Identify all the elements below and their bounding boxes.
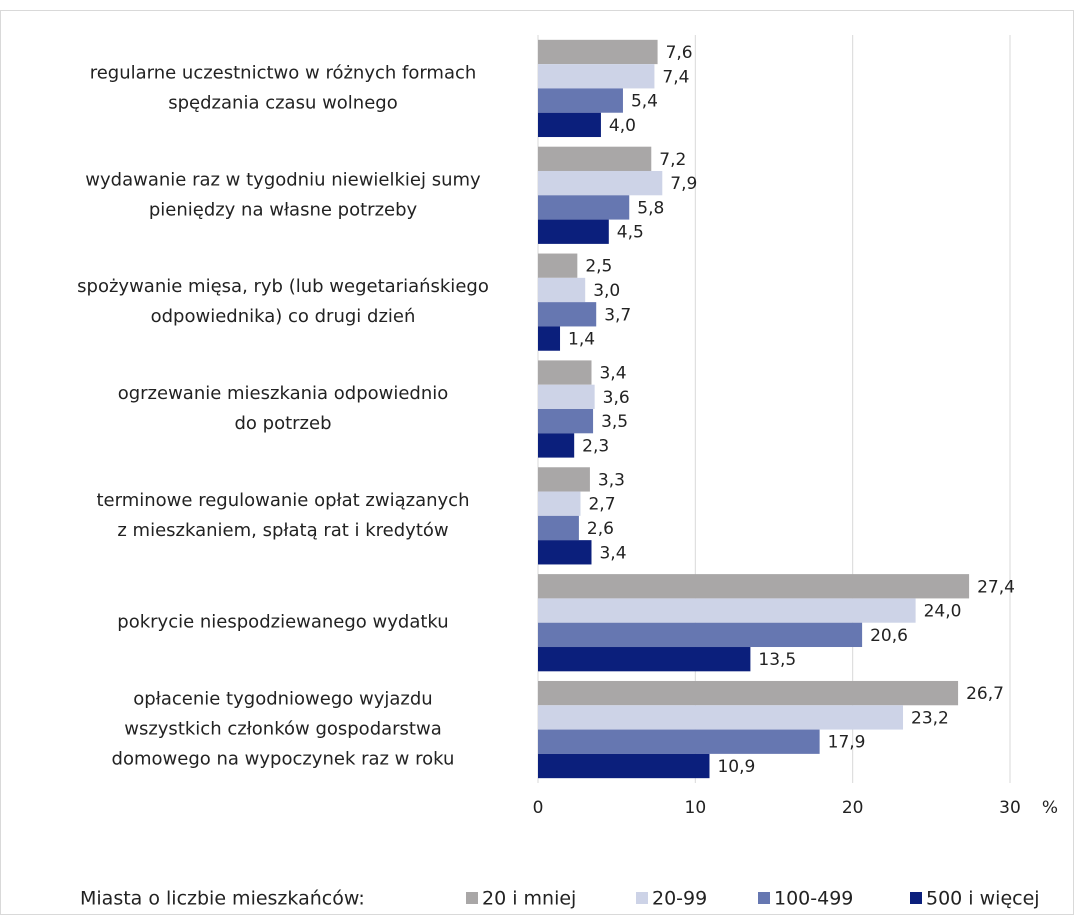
data-label: 23,2 <box>911 708 949 728</box>
data-label: 3,6 <box>603 388 630 408</box>
x-tick-label: 30 <box>999 798 1021 818</box>
data-label: 13,5 <box>758 650 796 670</box>
bar <box>538 302 597 327</box>
x-tick-label: 0 <box>533 798 544 818</box>
legend-label: 500 i więcej <box>926 888 1040 910</box>
bar <box>538 326 561 351</box>
bar <box>538 112 601 138</box>
x-tick-label: 20 <box>842 798 864 818</box>
data-label: 26,7 <box>966 684 1004 704</box>
bar <box>538 409 594 434</box>
y-tick-label: opłacenie tygodniowego wyjazdu wszystkich… <box>112 689 455 770</box>
legend-swatch <box>636 892 648 904</box>
legend-swatch <box>466 892 478 904</box>
data-label: 10,9 <box>717 757 755 777</box>
y-tick-label: regularne uczestnictwo w różnych formach… <box>90 62 477 113</box>
bar <box>538 491 581 516</box>
data-label: 3,5 <box>601 412 628 432</box>
bar <box>538 540 592 565</box>
data-label: 17,9 <box>828 733 866 753</box>
legend-label: 20-99 <box>652 888 707 910</box>
bar <box>538 219 609 244</box>
data-label: 2,3 <box>582 436 609 456</box>
data-label: 2,6 <box>587 519 614 539</box>
bar <box>538 88 623 113</box>
bar <box>538 384 595 409</box>
data-label: 7,9 <box>670 174 697 194</box>
bar <box>538 146 652 171</box>
y-tick-label: spożywanie mięsa, ryb (lub wegetariański… <box>77 276 489 327</box>
bar <box>538 433 575 458</box>
legend-swatch <box>758 892 770 904</box>
data-label: 3,0 <box>593 281 620 301</box>
bar <box>538 598 916 623</box>
data-label: 7,6 <box>666 43 693 63</box>
bar <box>538 705 904 730</box>
x-axis-label: % <box>1042 798 1058 818</box>
data-label: 5,4 <box>631 92 658 112</box>
legend-label: 100-499 <box>774 888 853 910</box>
bar <box>538 647 751 672</box>
bar <box>538 622 863 648</box>
data-label: 7,2 <box>659 150 686 170</box>
data-label: 5,8 <box>637 198 664 218</box>
legend-swatch <box>910 892 922 904</box>
bar <box>538 277 586 303</box>
data-label: 3,7 <box>604 305 631 325</box>
bar <box>538 680 959 706</box>
data-label: 2,5 <box>585 257 612 277</box>
data-label: 27,4 <box>977 577 1015 597</box>
bar <box>538 753 710 779</box>
data-label: 4,0 <box>609 116 636 136</box>
bar <box>538 253 578 278</box>
legend-title: Miasta o liczbie mieszkańców: <box>80 888 365 910</box>
data-label: 2,7 <box>588 495 615 515</box>
bar <box>538 360 592 385</box>
data-label: 3,4 <box>599 364 626 384</box>
bar <box>538 729 820 754</box>
bar <box>538 574 970 599</box>
legend-label: 20 i mniej <box>482 888 576 910</box>
data-label: 1,4 <box>568 330 595 350</box>
bar <box>538 515 579 541</box>
bar <box>538 64 655 89</box>
y-tick-label: pokrycie niespodziewanego wydatku <box>117 612 448 633</box>
data-label: 3,3 <box>598 470 625 490</box>
x-tick-label: 10 <box>685 798 707 818</box>
data-label: 24,0 <box>924 602 962 622</box>
data-label: 4,5 <box>617 223 644 243</box>
bar <box>538 39 658 65</box>
data-label: 7,4 <box>662 67 689 87</box>
bar <box>538 467 590 492</box>
data-label: 3,4 <box>599 543 626 563</box>
data-label: 20,6 <box>870 626 908 646</box>
y-tick-label: wydawanie raz w tygodniu niewielkiej sum… <box>85 169 481 220</box>
y-tick-label: ogrzewanie mieszkania odpowiednio do potr… <box>118 383 449 434</box>
bar <box>538 195 630 220</box>
y-tick-label: terminowe regulowanie opłat związanych z … <box>97 490 470 541</box>
bar <box>538 170 663 196</box>
frame <box>0 10 1074 915</box>
